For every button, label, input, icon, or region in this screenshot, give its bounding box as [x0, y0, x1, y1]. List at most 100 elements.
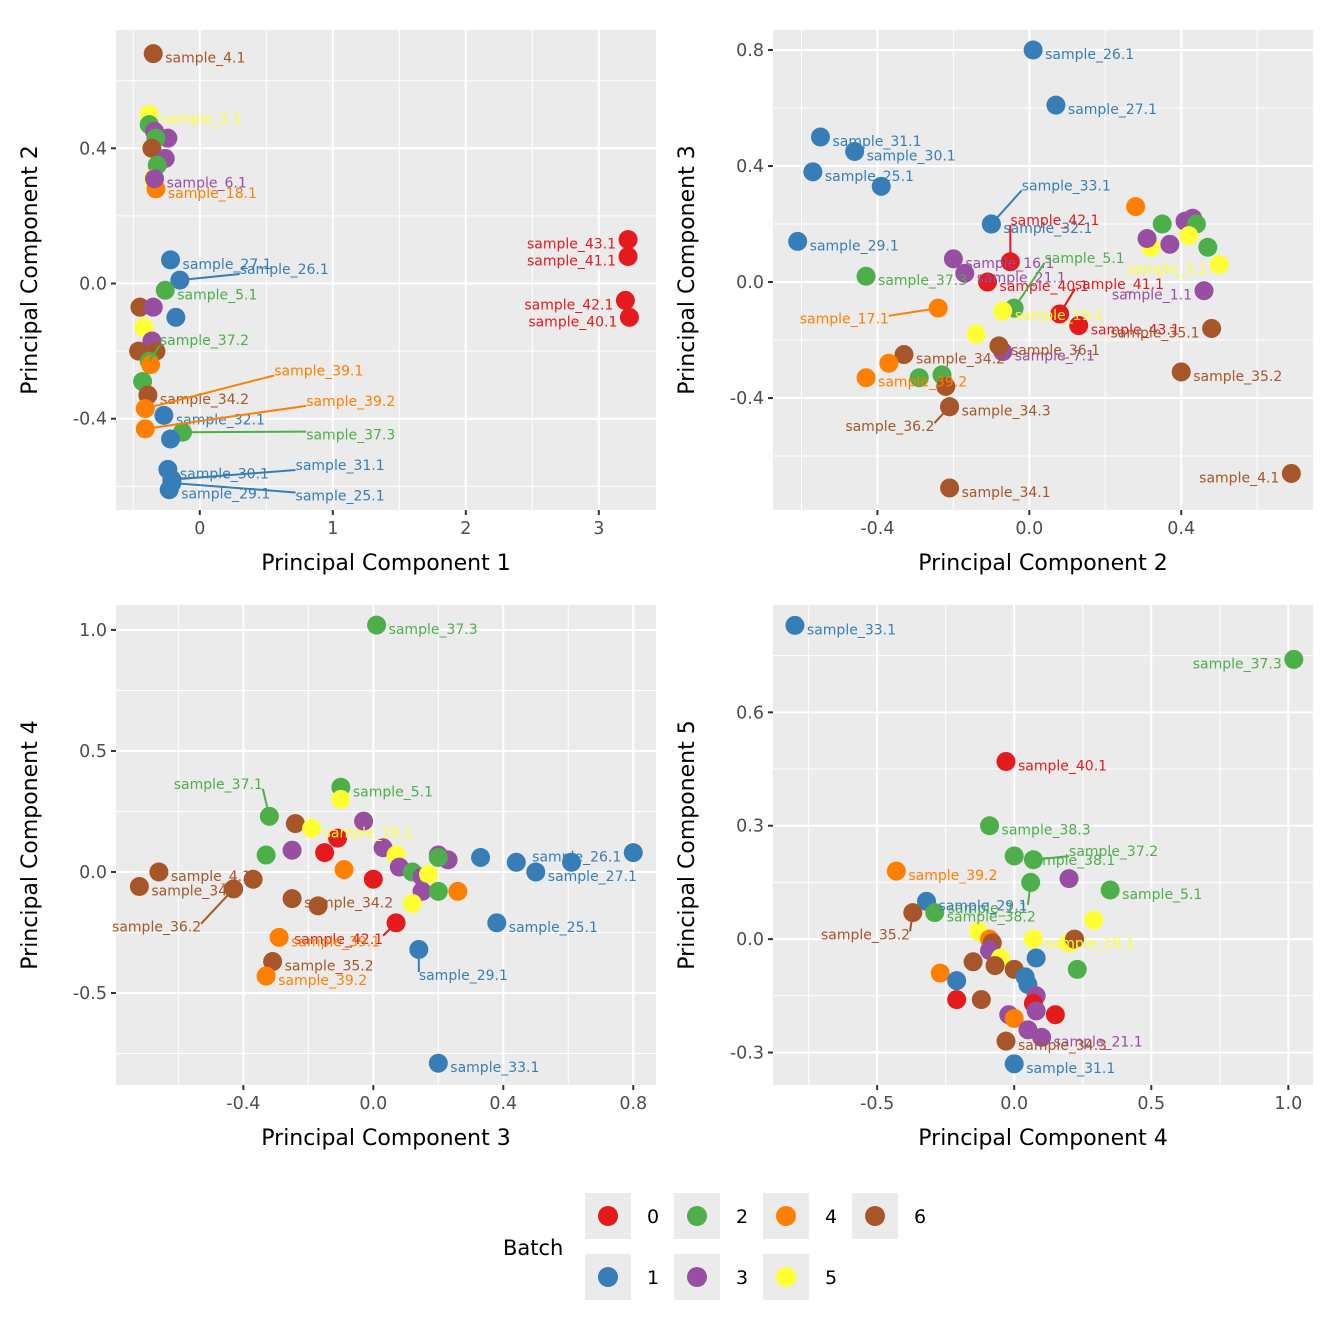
point-label: sample_31.1: [296, 458, 385, 474]
x-tick-label: 1.0: [1274, 1094, 1302, 1114]
point-label: sample_38.3: [1002, 823, 1091, 839]
point-label: sample_34.2: [160, 392, 249, 408]
label-leader-line: [171, 469, 296, 481]
point-label: sample_40.1: [528, 314, 617, 330]
data-point: [328, 828, 348, 848]
data-point: [955, 263, 975, 283]
data-point: [282, 889, 302, 909]
label-leader-line: [148, 344, 161, 362]
data-point: [269, 927, 289, 947]
label-leader-line: [1026, 882, 1032, 905]
point-label: sample_37.1: [174, 777, 263, 793]
point-label: sample_37.3: [1193, 656, 1282, 672]
data-point: [1152, 214, 1172, 234]
data-point: [1046, 95, 1066, 115]
point-label: sample_35.2: [285, 959, 374, 975]
data-point: [996, 751, 1016, 771]
data-point: [886, 861, 906, 881]
point-label: sample_37.3: [389, 622, 478, 638]
point-label: sample_31.1: [1026, 1061, 1115, 1077]
x-tick-label: 0: [194, 519, 205, 539]
data-point: [145, 169, 165, 189]
data-point: [428, 881, 448, 901]
data-point: [1171, 362, 1191, 382]
point-label: sample_37.2: [1069, 844, 1158, 860]
x-tick-label: -0.5: [860, 1094, 894, 1114]
data-point: [894, 345, 914, 365]
data-point: [980, 816, 1000, 836]
data-point: [1100, 880, 1120, 900]
label-leader-line: [990, 189, 1023, 225]
point-label: sample_18.1: [168, 186, 257, 202]
data-point: [978, 272, 998, 292]
point-label: sample_29.1: [181, 487, 270, 503]
point-label: sample_29.1: [419, 968, 508, 984]
x-tick-label: 0.4: [489, 1094, 517, 1114]
point-label: sample_34.3: [962, 404, 1051, 420]
data-point: [909, 368, 929, 388]
point-label: sample_4.1: [1199, 470, 1279, 486]
point-label: sample_3.1: [1127, 262, 1207, 278]
label-leader-line: [145, 404, 307, 430]
data-point: [142, 138, 162, 158]
data-point: [1059, 869, 1079, 889]
point-label: sample_36.2: [845, 419, 934, 435]
x-tick-label: 2: [460, 519, 471, 539]
x-tick-label: -0.4: [860, 519, 894, 539]
data-point: [940, 478, 960, 498]
data-point: [947, 971, 967, 991]
x-tick-label: 3: [593, 519, 604, 539]
data-point: [856, 266, 876, 286]
data-point: [1026, 1001, 1046, 1021]
data-point: [845, 142, 865, 162]
data-point: [282, 840, 302, 860]
point-label: sample_41.1: [1075, 277, 1164, 293]
y-tick-label: 0.8: [736, 41, 764, 61]
point-label: sample_26.1: [532, 850, 621, 866]
point-label: sample_4.1: [165, 51, 245, 67]
data-point: [1023, 40, 1043, 60]
data-point: [448, 881, 468, 901]
x-tick-label: -0.4: [226, 1094, 260, 1114]
point-label: sample_35.2: [1193, 369, 1282, 385]
point-label: sample_43.1: [1091, 323, 1180, 339]
point-label: sample_26.1: [1045, 47, 1134, 63]
data-point: [1045, 1005, 1065, 1025]
point-label: sample_31.1: [832, 134, 921, 150]
panel-pc2-vs-pc3: -0.4 0.0 0.4 -0.4 0.0 0.4 0.8 Principal Compone…: [675, 30, 1313, 576]
y-tick-label: 0.0: [79, 275, 107, 295]
data-point: [256, 845, 276, 865]
data-point: [1065, 929, 1085, 949]
legend-swatch-batch-0: [598, 1206, 618, 1226]
point-label: sample_35.1: [1111, 325, 1200, 341]
legend-swatch-batch-6: [865, 1206, 885, 1226]
y-tick-label: 0.0: [736, 930, 764, 950]
label-leader-line: [179, 273, 240, 282]
point-label: sample_39.2: [878, 375, 967, 391]
data-point: [1198, 237, 1218, 257]
data-point: [615, 290, 635, 310]
data-point: [803, 162, 823, 182]
point-label: sample_3.1: [161, 112, 241, 128]
x-tick-label: 1: [327, 519, 338, 539]
legend-label: 2: [736, 1206, 748, 1228]
point-label: sample_16.1: [965, 256, 1054, 272]
point-label: sample_1.1: [948, 901, 1028, 917]
point-label: sample_41.1: [527, 253, 616, 269]
panel-pc3-vs-pc4: -0.4 0.0 0.4 0.8 -0.5 0.0 0.5 1.0 Principal Comp…: [18, 605, 656, 1151]
y-tick-label: 0.4: [79, 139, 107, 159]
data-point: [256, 966, 276, 986]
data-point: [618, 246, 638, 266]
y-tick-label: 0.5: [79, 742, 107, 762]
label-leader-line: [933, 406, 951, 424]
point-label: sample_7.1: [1015, 349, 1095, 365]
data-point: [161, 250, 181, 270]
point-label: sample_39.2: [908, 868, 997, 884]
legend-swatch-batch-5: [776, 1267, 796, 1287]
data-point: [993, 301, 1013, 321]
point-label: sample_5.1: [177, 287, 257, 303]
point-label: sample_38.2: [947, 910, 1036, 926]
x-axis-title: Principal Component 1: [261, 551, 510, 576]
data-point: [506, 852, 526, 872]
